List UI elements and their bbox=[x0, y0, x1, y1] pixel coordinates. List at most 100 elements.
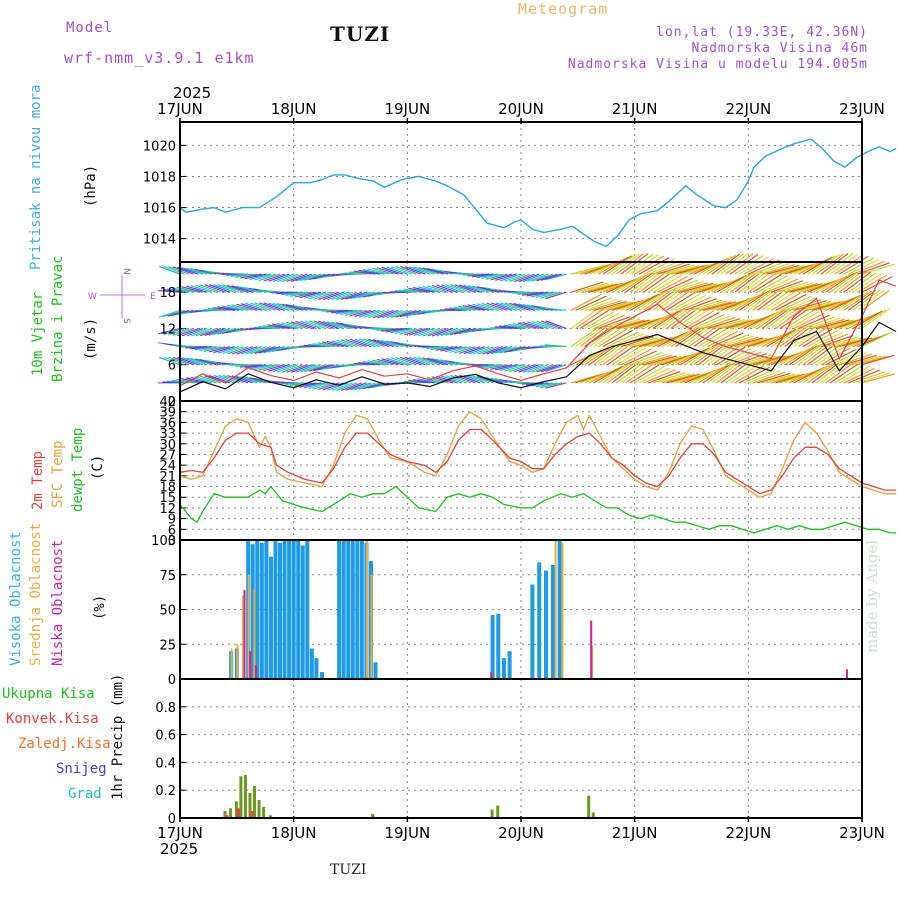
precip-bar bbox=[243, 774, 247, 818]
wind-arrow bbox=[752, 261, 785, 275]
wind-arrow bbox=[602, 301, 636, 311]
wind-arrow bbox=[290, 291, 312, 297]
wind-arrow bbox=[616, 347, 647, 366]
wind-arrow bbox=[399, 327, 422, 335]
wind-arrow bbox=[852, 273, 882, 293]
wind-arrow bbox=[793, 326, 822, 348]
pressure-line bbox=[179, 138, 897, 248]
wind-arrow bbox=[326, 309, 349, 313]
wind-arrow bbox=[725, 272, 754, 293]
wind-arrow bbox=[779, 347, 811, 366]
wind-arrow bbox=[404, 327, 426, 336]
wind-arrow bbox=[236, 375, 258, 384]
wind-arrow bbox=[281, 273, 303, 283]
wind-arrow bbox=[834, 271, 863, 293]
wind-arrow bbox=[634, 255, 664, 275]
y-tick-label: 0 bbox=[168, 395, 176, 410]
wind-arrow bbox=[798, 327, 827, 348]
wind-arrow bbox=[217, 306, 240, 311]
wind-arrow bbox=[545, 364, 567, 372]
wind-arrow bbox=[186, 327, 208, 337]
wind-arrow bbox=[276, 322, 299, 330]
wind-arrow bbox=[286, 364, 308, 373]
footer-station: TUZI bbox=[330, 862, 367, 878]
wind-arrow bbox=[486, 346, 508, 355]
wind-arrow bbox=[666, 373, 700, 384]
wind-arrow bbox=[684, 310, 715, 329]
wind-arrow bbox=[190, 268, 212, 275]
wind-arrow bbox=[707, 330, 739, 348]
wind-arrow bbox=[688, 367, 721, 384]
y-tick-label: 0.6 bbox=[155, 729, 176, 744]
wind-arrow bbox=[386, 357, 408, 366]
y-tick-label: 1020 bbox=[143, 139, 176, 154]
wind-arrow bbox=[363, 309, 385, 318]
wind-arrow bbox=[295, 273, 317, 282]
wind-arrow bbox=[675, 282, 709, 293]
wind-arrow bbox=[784, 346, 814, 366]
meteogram-title: Meteogram bbox=[518, 0, 609, 18]
location-coords: lon,lat (19.33E, 42.36N) bbox=[656, 25, 868, 40]
wind-arrow bbox=[386, 309, 408, 319]
wind-arrow bbox=[444, 308, 467, 311]
wind-arrow bbox=[670, 280, 704, 293]
wind-arrow bbox=[541, 320, 563, 329]
wind-arrow bbox=[527, 273, 549, 282]
wind-arrow bbox=[259, 302, 281, 311]
wind-arrow bbox=[852, 289, 881, 311]
wind-arrow bbox=[513, 323, 535, 330]
wind-arrow bbox=[435, 358, 458, 366]
wind-arrow bbox=[766, 264, 800, 275]
wind-arrow bbox=[258, 364, 281, 371]
wind-arrow bbox=[666, 307, 694, 329]
wind-arrow bbox=[258, 325, 281, 330]
wind-arrow bbox=[231, 346, 253, 355]
wind-arrow bbox=[418, 356, 440, 366]
y-tick-label: 25 bbox=[159, 638, 176, 653]
wind-arrow bbox=[825, 336, 859, 348]
cloud-bar bbox=[537, 562, 542, 679]
wind-arrow bbox=[679, 347, 710, 366]
wind-arrow bbox=[308, 291, 331, 300]
wind-arrow bbox=[322, 382, 344, 391]
wind-arrow bbox=[652, 289, 681, 311]
wind-arrow bbox=[570, 293, 602, 311]
wind-arrow bbox=[698, 301, 732, 311]
wind-arrow bbox=[454, 327, 476, 335]
y-tick-label: 3 bbox=[168, 534, 176, 549]
wind-arrow bbox=[829, 253, 859, 275]
wind-arrow bbox=[436, 327, 458, 337]
wind-arrow bbox=[611, 253, 640, 275]
cloud-bar bbox=[554, 540, 557, 679]
wind-arrow bbox=[784, 283, 818, 293]
wind-arrow bbox=[213, 374, 235, 384]
wind-arrow bbox=[607, 344, 636, 366]
y-tick-label: 18 bbox=[159, 481, 176, 496]
wind-arrow bbox=[775, 349, 807, 366]
wind-arrow bbox=[413, 327, 435, 337]
wind-arrow bbox=[471, 273, 494, 278]
wind-arrow bbox=[195, 358, 217, 366]
wind-arrow bbox=[657, 331, 689, 348]
wind-arrow bbox=[289, 382, 312, 386]
wind-arrow bbox=[318, 320, 340, 329]
wind-arrow bbox=[286, 321, 308, 330]
wind-arrow bbox=[281, 322, 303, 330]
y-tick-label: 42 bbox=[159, 395, 176, 410]
wind-arrow bbox=[449, 346, 472, 353]
time-tick-label-top: 18JUN bbox=[271, 100, 317, 118]
wind-arrow bbox=[345, 382, 367, 391]
wind-arrow bbox=[235, 273, 258, 278]
wind-arrow bbox=[372, 359, 394, 366]
wind-arrow bbox=[209, 284, 231, 293]
wind-arrow bbox=[739, 354, 772, 366]
wind-arrow bbox=[426, 346, 449, 350]
wind-arrow bbox=[807, 301, 841, 311]
wind-arrow bbox=[477, 303, 499, 311]
wind-arrow bbox=[254, 346, 276, 355]
year-label-bottom: 2025 bbox=[160, 840, 198, 858]
wind-arrow bbox=[490, 273, 513, 281]
wind-arrow bbox=[602, 363, 632, 384]
wind-arrow bbox=[638, 290, 668, 311]
